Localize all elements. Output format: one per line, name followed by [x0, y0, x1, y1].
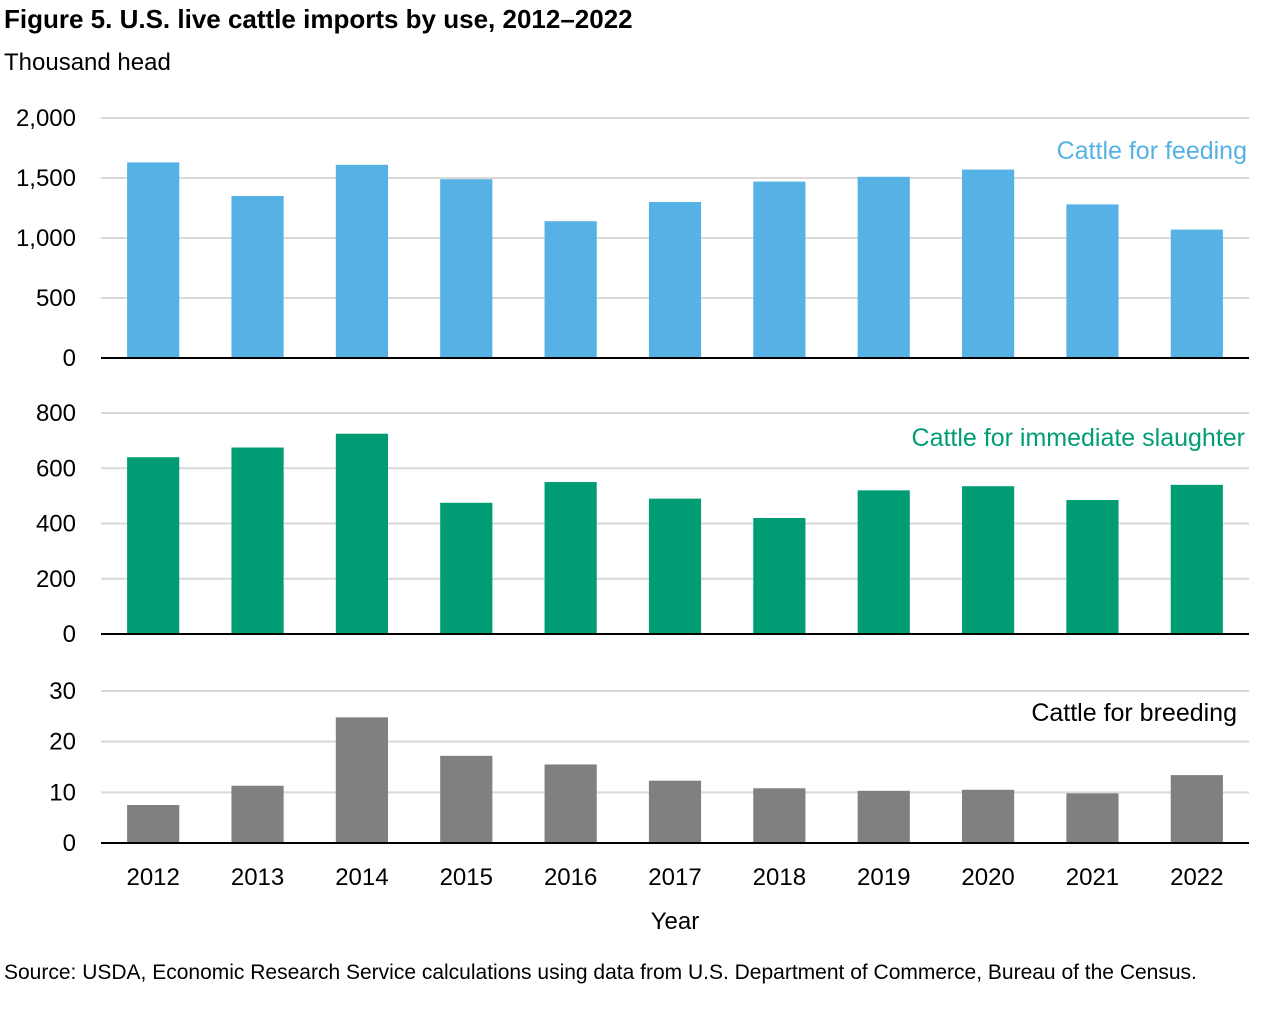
series-label: Cattle for feeding [1057, 137, 1247, 165]
bar-2019 [857, 790, 910, 843]
bar-2020 [962, 169, 1015, 358]
bar-2022 [1170, 775, 1223, 843]
y-tick-label: 0 [63, 830, 76, 857]
bar-2013 [231, 447, 284, 634]
bar-2015 [440, 755, 493, 843]
bar-2015 [440, 502, 493, 634]
y-tick-label: 800 [36, 400, 76, 427]
bar-2021 [1066, 500, 1119, 634]
y-axis-units-label: Thousand head [4, 49, 171, 76]
bar-2013 [231, 785, 284, 843]
bar-2020 [962, 789, 1015, 843]
bar-2022 [1170, 484, 1223, 634]
x-tick-label: 2014 [335, 864, 388, 891]
bar-2017 [648, 202, 702, 358]
bar-2012 [127, 457, 180, 634]
bar-2016 [544, 221, 597, 358]
x-tick-label: 2016 [544, 864, 597, 891]
y-tick-label: 1,500 [16, 165, 76, 192]
bar-2014 [335, 433, 388, 634]
bar-2012 [127, 805, 180, 843]
bar-2016 [544, 482, 597, 634]
bar-2022 [1170, 229, 1223, 358]
y-tick-label: 30 [49, 678, 76, 705]
bar-2014 [335, 717, 388, 843]
bar-2019 [857, 490, 910, 634]
x-tick-label: 2022 [1170, 864, 1223, 891]
y-tick-label: 20 [49, 729, 76, 756]
bar-2015 [440, 179, 493, 358]
x-tick-label: 2017 [648, 864, 701, 891]
bar-2018 [753, 788, 806, 843]
bar-2013 [231, 196, 284, 358]
y-tick-label: 600 [36, 455, 76, 482]
y-tick-label: 2,000 [16, 105, 76, 132]
y-tick-label: 1,000 [16, 225, 76, 252]
bar-2021 [1066, 793, 1119, 843]
bar-2019 [857, 176, 910, 358]
source-note: Source: USDA, Economic Research Service … [4, 961, 1197, 984]
series-label: Cattle for immediate slaughter [912, 424, 1245, 452]
bar-2018 [753, 517, 806, 634]
bar-2012 [127, 162, 180, 358]
x-tick-label: 2013 [231, 864, 284, 891]
bar-2014 [335, 164, 388, 358]
y-tick-label: 200 [36, 566, 76, 593]
x-tick-label: 2018 [753, 864, 806, 891]
y-tick-label: 0 [63, 621, 76, 648]
y-tick-label: 10 [49, 779, 76, 806]
bar-2020 [962, 486, 1015, 634]
x-tick-label: 2021 [1066, 864, 1119, 891]
x-tick-label: 2015 [440, 864, 493, 891]
series-label: Cattle for breeding [1031, 699, 1237, 727]
y-tick-label: 500 [36, 285, 76, 312]
x-tick-label: 2020 [961, 864, 1014, 891]
bar-2017 [648, 780, 702, 843]
bar-2016 [544, 764, 597, 843]
bar-2018 [753, 181, 806, 358]
x-tick-label: 2019 [857, 864, 910, 891]
bar-2017 [648, 498, 702, 634]
x-tick-label: 2012 [126, 864, 179, 891]
bar-2021 [1066, 204, 1119, 358]
y-tick-label: 0 [63, 345, 76, 372]
y-tick-label: 400 [36, 511, 76, 538]
x-axis-title: Year [651, 908, 700, 935]
cattle-imports-chart: 0 500 1,000 1,500 2,000 Cattle for feeding 0 20… [16, 105, 1249, 935]
chart-title: Figure 5. U.S. live cattle imports by us… [4, 4, 633, 34]
